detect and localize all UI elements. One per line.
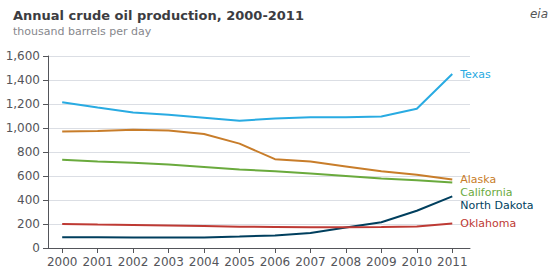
svg-text:600: 600: [17, 169, 40, 183]
svg-text:thousand barrels per day: thousand barrels per day: [13, 25, 152, 38]
svg-text:800: 800: [17, 145, 40, 159]
svg-text:2005: 2005: [224, 255, 255, 269]
svg-text:1,200: 1,200: [6, 97, 40, 111]
svg-text:400: 400: [17, 193, 40, 207]
svg-text:2001: 2001: [82, 255, 113, 269]
svg-text:2003: 2003: [153, 255, 184, 269]
svg-text:2002: 2002: [118, 255, 149, 269]
svg-text:2000: 2000: [47, 255, 78, 269]
svg-text:North Dakota: North Dakota: [460, 199, 533, 212]
svg-text:2006: 2006: [260, 255, 291, 269]
svg-text:Alaska: Alaska: [460, 173, 496, 186]
svg-text:0: 0: [32, 241, 40, 255]
svg-text:2004: 2004: [189, 255, 220, 269]
svg-text:1,000: 1,000: [6, 121, 40, 135]
svg-text:1,400: 1,400: [6, 73, 40, 87]
svg-text:Texas: Texas: [459, 68, 491, 81]
svg-text:200: 200: [17, 217, 40, 231]
svg-text:2011: 2011: [437, 255, 468, 269]
svg-text:Annual crude oil production, 2: Annual crude oil production, 2000-2011: [13, 8, 304, 23]
svg-text:2008: 2008: [331, 255, 362, 269]
svg-text:2009: 2009: [366, 255, 397, 269]
svg-text:2007: 2007: [295, 255, 326, 269]
svg-text:California: California: [460, 186, 512, 199]
svg-text:1,600: 1,600: [6, 49, 40, 63]
svg-text:Oklahoma: Oklahoma: [460, 217, 516, 230]
svg-text:eia: eia: [530, 7, 548, 21]
svg-text:2010: 2010: [402, 255, 433, 269]
